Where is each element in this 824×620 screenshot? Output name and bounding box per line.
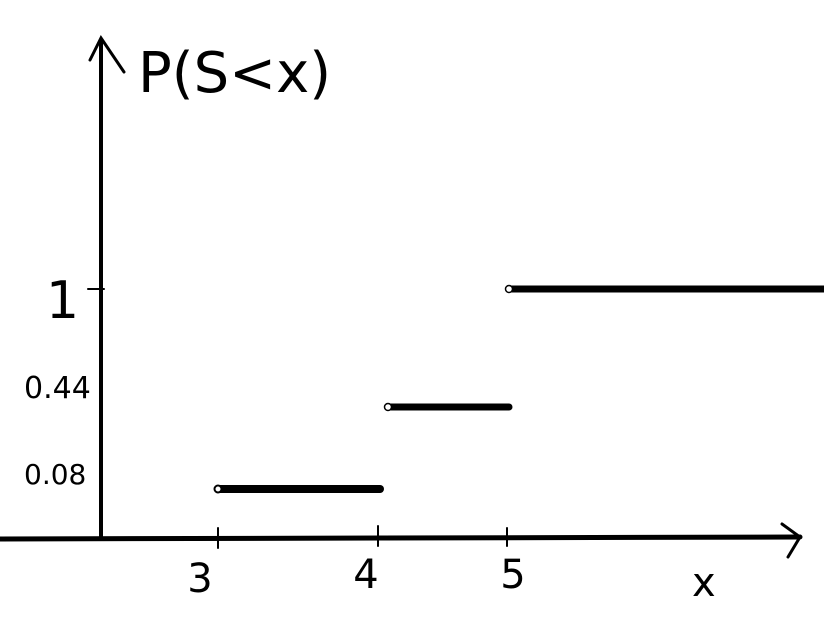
x-axis-arrow-icon <box>780 522 802 559</box>
open-endpoint-3 <box>504 284 514 294</box>
x-tick-label-5: 5 <box>500 552 525 598</box>
y-tick-label-0.08: 0.08 <box>24 458 86 491</box>
y-tick-label-1: 1 <box>46 271 79 331</box>
y-tick-label-0.44: 0.44 <box>24 371 91 406</box>
x-tick-label-4: 4 <box>353 552 378 598</box>
open-endpoint-2 <box>383 402 393 412</box>
x-tick-label-3: 3 <box>187 556 212 602</box>
y-axis-title: P(S<x) <box>138 41 331 106</box>
x-axis <box>0 534 803 542</box>
tick-marks <box>87 288 508 549</box>
y-axis-arrow-icon <box>88 35 126 74</box>
open-endpoint-1 <box>213 484 223 494</box>
x-axis-title: x <box>692 560 716 606</box>
